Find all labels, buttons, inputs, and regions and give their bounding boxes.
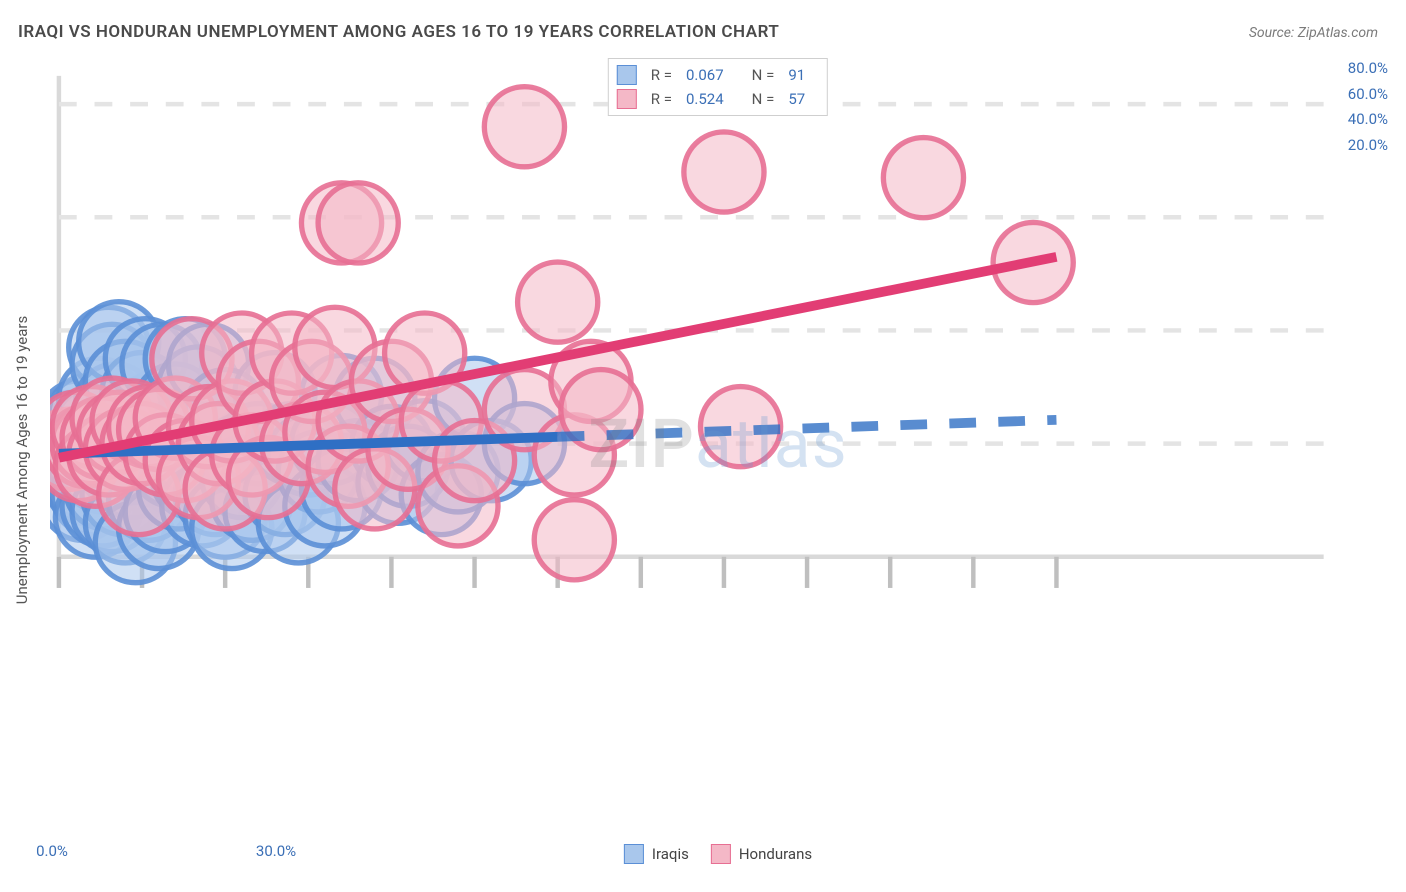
stats-row: R = 0.524 N = 57 (617, 87, 819, 111)
series-swatch (617, 89, 637, 109)
x-tick-label: 0.0% (36, 842, 68, 860)
chart-area: Unemployment Among Ages 16 to 19 years Z… (50, 58, 1386, 862)
chart-title: IRAQI VS HONDURAN UNEMPLOYMENT AMONG AGE… (18, 22, 779, 42)
y-tick-label: 20.0% (1348, 136, 1388, 154)
legend-label: Iraqis (652, 845, 689, 863)
series-swatch (617, 65, 637, 85)
y-tick-label: 40.0% (1348, 110, 1388, 128)
stat-n-label: N = (752, 90, 775, 108)
x-tick-label: 30.0% (256, 842, 296, 860)
stat-r-label: R = (651, 66, 672, 84)
stats-row: R = 0.067 N = 91 (617, 63, 819, 87)
series-legend: Iraqis Hondurans (624, 844, 812, 864)
series-swatch (624, 844, 644, 864)
stat-n-value: 57 (788, 90, 805, 108)
stat-r-value: 0.067 (686, 66, 724, 84)
scatter-plot (50, 58, 1386, 726)
stat-n-value: 91 (788, 66, 805, 84)
chart-header: IRAQI VS HONDURAN UNEMPLOYMENT AMONG AGE… (0, 0, 1406, 52)
stats-legend-box: R = 0.067 N = 91 R = 0.524 N = 57 (608, 58, 828, 116)
y-tick-label: 60.0% (1348, 85, 1388, 103)
series-swatch (711, 844, 731, 864)
y-tick-label: 80.0% (1348, 59, 1388, 77)
legend-label: Hondurans (739, 845, 812, 863)
legend-item: Hondurans (711, 844, 812, 864)
legend-item: Iraqis (624, 844, 689, 864)
stat-r-value: 0.524 (686, 90, 724, 108)
source-credit: Source: ZipAtlas.com (1249, 25, 1378, 41)
y-axis-label: Unemployment Among Ages 16 to 19 years (13, 316, 31, 604)
stat-n-label: N = (752, 66, 775, 84)
stat-r-label: R = (651, 90, 672, 108)
